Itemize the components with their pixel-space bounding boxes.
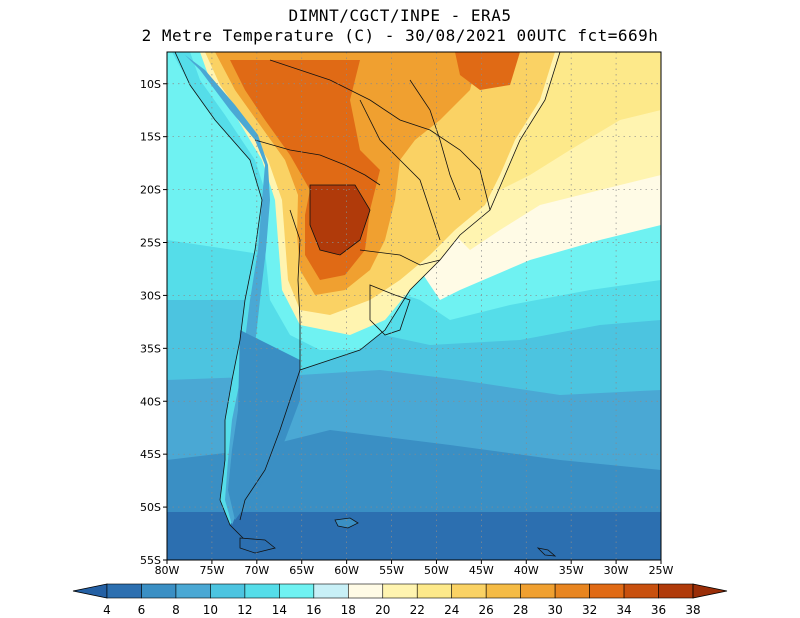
colorbar-label: 30 — [547, 603, 562, 617]
colorbar-swatch — [313, 583, 349, 599]
lat-label: 50S — [140, 501, 161, 514]
colorbar-swatch — [382, 583, 418, 599]
colorbar-swatch — [416, 583, 453, 599]
lon-label: 40W — [514, 564, 539, 577]
lat-label: 40S — [140, 395, 161, 408]
lat-label: 45S — [140, 448, 161, 461]
map-frame — [166, 51, 662, 561]
lon-label: 25W — [649, 564, 674, 577]
colorbar-label: 24 — [444, 603, 459, 617]
falkland-islands — [334, 517, 359, 529]
colorbar-swatch — [244, 583, 280, 599]
colorbar-swatch — [485, 583, 521, 599]
lon-label: 35W — [559, 564, 584, 577]
land-northeast-hot — [455, 52, 520, 90]
colorbar-label: 12 — [237, 603, 252, 617]
colorbar-swatch — [175, 583, 211, 599]
colorbar-label: 8 — [172, 603, 180, 617]
colorbar: 4 6 8 10 12 14 16 18 20 22 24 26 28 30 32 34 36 38 — [72, 583, 728, 617]
lon-label: 75W — [199, 564, 224, 577]
colorbar-label: 20 — [375, 603, 390, 617]
colorbar-swatch — [106, 583, 142, 599]
colorbar-label: 4 — [103, 603, 111, 617]
lon-label: 50W — [424, 564, 449, 577]
lat-label: 15S — [140, 131, 161, 144]
colorbar-swatch — [520, 583, 556, 599]
colorbar-over-arrow — [692, 583, 728, 599]
lon-label: 45W — [469, 564, 494, 577]
colorbar-label: 34 — [616, 603, 631, 617]
colorbar-under-arrow — [72, 583, 108, 599]
colorbar-swatch — [658, 583, 694, 599]
lat-label: 30S — [140, 289, 161, 302]
graticule — [167, 52, 661, 560]
lat-label: 10S — [140, 78, 161, 91]
lon-label: 70W — [244, 564, 269, 577]
map-title-line-2: 2 Metre Temperature (C) - 30/08/2021 00U… — [141, 26, 659, 45]
latitude-labels: 10S 15S 20S 25S 30S 35S 40S 45S 50S 55S — [140, 78, 161, 567]
colorbar-swatch — [347, 583, 384, 599]
colorbar-swatch — [451, 583, 487, 599]
colorbar-swatch — [279, 583, 315, 599]
colorbar-label: 14 — [272, 603, 287, 617]
lon-label: 55W — [379, 564, 404, 577]
colorbar-swatch — [589, 583, 625, 599]
colorbar-label: 18 — [341, 603, 356, 617]
colorbar-label: 16 — [306, 603, 321, 617]
colorbar-label: 6 — [138, 603, 146, 617]
colorbar-label: 26 — [479, 603, 494, 617]
lat-label: 35S — [140, 342, 161, 355]
colorbar-label: 10 — [203, 603, 218, 617]
lon-label: 30W — [604, 564, 629, 577]
colorbar-label: 32 — [582, 603, 597, 617]
lat-label: 20S — [140, 184, 161, 197]
lon-label: 60W — [334, 564, 359, 577]
colorbar-swatch — [141, 583, 177, 599]
lat-label: 55S — [140, 554, 161, 567]
lon-label: 80W — [155, 564, 180, 577]
colorbar-label: 38 — [685, 603, 700, 617]
colorbar-swatch — [554, 583, 590, 599]
colorbar-label: 28 — [513, 603, 528, 617]
axis-ticks — [163, 83, 662, 564]
land-36 — [310, 185, 370, 255]
land-andes — [185, 55, 270, 525]
lon-label: 65W — [289, 564, 314, 577]
country-borders — [174, 52, 561, 541]
land-patagonia — [228, 330, 300, 520]
map-title-line-1: DIMNT/CGCT/INPE - ERA5 — [288, 6, 512, 25]
colorbar-swatch — [623, 583, 659, 599]
lat-label: 25S — [140, 237, 161, 250]
colorbar-label: 36 — [651, 603, 666, 617]
colorbar-swatch — [210, 583, 246, 599]
colorbar-label: 22 — [410, 603, 425, 617]
tierra-del-fuego — [239, 537, 276, 554]
south-georgia — [536, 547, 557, 557]
longitude-labels: 80W 75W 70W 65W 60W 55W 50W 45W 40W 35W 30W 25W — [155, 564, 674, 577]
